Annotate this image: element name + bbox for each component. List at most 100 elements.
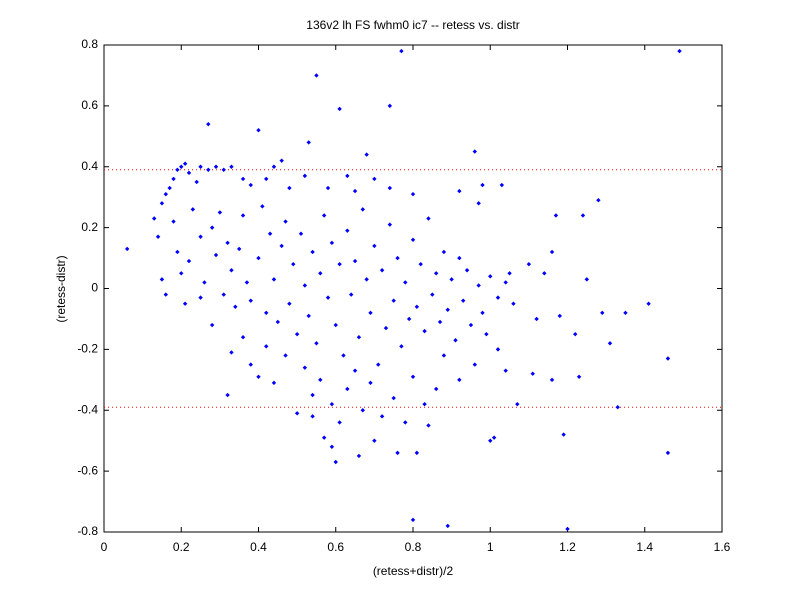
point — [468, 322, 474, 328]
point — [600, 310, 605, 316]
point — [279, 158, 284, 163]
point — [422, 328, 427, 334]
point — [314, 341, 319, 346]
point — [383, 325, 389, 331]
point — [360, 408, 365, 413]
point — [318, 377, 323, 383]
point — [387, 103, 393, 109]
point — [302, 283, 308, 288]
y-tick-label: -0.2 — [77, 342, 98, 356]
point — [410, 237, 416, 242]
point — [240, 176, 246, 182]
x-axis-label: (retess+distr)/2 — [373, 564, 454, 578]
y-tick-label: 0.8 — [81, 37, 98, 51]
point — [495, 295, 501, 300]
point — [433, 271, 439, 276]
point — [310, 392, 315, 398]
point — [484, 331, 489, 337]
point — [163, 191, 168, 197]
point — [159, 277, 165, 282]
point — [287, 301, 292, 306]
point — [356, 453, 362, 459]
point — [515, 401, 520, 407]
point — [179, 164, 184, 169]
point — [209, 322, 215, 328]
point — [198, 164, 203, 169]
point — [499, 182, 505, 188]
point — [267, 231, 273, 236]
point — [403, 280, 408, 285]
point — [225, 240, 230, 246]
point — [441, 353, 447, 358]
point — [345, 173, 350, 179]
y-tick-label: 0 — [91, 281, 98, 295]
point — [553, 213, 559, 218]
point — [449, 277, 454, 282]
point — [561, 432, 566, 437]
point — [229, 350, 234, 355]
point — [163, 292, 168, 297]
point — [306, 313, 311, 319]
point — [264, 310, 269, 316]
point — [495, 347, 501, 352]
point — [236, 246, 242, 252]
point — [175, 167, 180, 172]
point — [302, 173, 308, 179]
point — [221, 167, 226, 172]
point — [209, 225, 215, 230]
point — [503, 368, 508, 373]
point — [441, 249, 447, 255]
point — [159, 201, 165, 206]
point — [557, 313, 562, 319]
point — [457, 188, 462, 194]
point — [503, 280, 508, 285]
point — [329, 240, 335, 246]
point — [171, 219, 176, 224]
point — [337, 106, 342, 112]
point — [179, 271, 184, 276]
point — [615, 405, 620, 410]
point — [387, 185, 393, 191]
point — [194, 179, 199, 185]
point — [352, 368, 358, 373]
point — [379, 414, 385, 419]
point — [352, 258, 358, 264]
point — [453, 338, 458, 343]
y-tick-label: -0.6 — [77, 463, 98, 477]
point — [213, 252, 219, 258]
point — [352, 188, 358, 194]
point — [175, 249, 180, 255]
point — [430, 292, 435, 297]
y-tick-label: 0.2 — [81, 220, 98, 234]
plot-frame — [103, 44, 723, 533]
point — [198, 234, 203, 239]
point — [206, 167, 211, 172]
point — [283, 353, 288, 358]
point — [665, 450, 671, 456]
point — [345, 386, 350, 392]
point — [665, 356, 671, 361]
point — [422, 401, 427, 407]
point — [229, 268, 234, 273]
y-tick-label: -0.4 — [77, 402, 98, 416]
point — [271, 380, 277, 386]
point — [152, 216, 157, 221]
point — [399, 344, 404, 349]
point — [260, 204, 265, 209]
point — [271, 164, 277, 169]
point — [248, 182, 253, 188]
x-tick-label: 0.6 — [327, 540, 344, 554]
point — [372, 176, 377, 182]
point — [677, 48, 682, 54]
point — [410, 191, 416, 197]
point — [410, 374, 416, 379]
point — [364, 152, 369, 157]
x-tick-label: 1.2 — [559, 540, 576, 554]
point — [426, 216, 431, 221]
point — [256, 128, 261, 133]
point — [167, 185, 172, 191]
point — [225, 392, 230, 398]
point — [321, 435, 327, 440]
